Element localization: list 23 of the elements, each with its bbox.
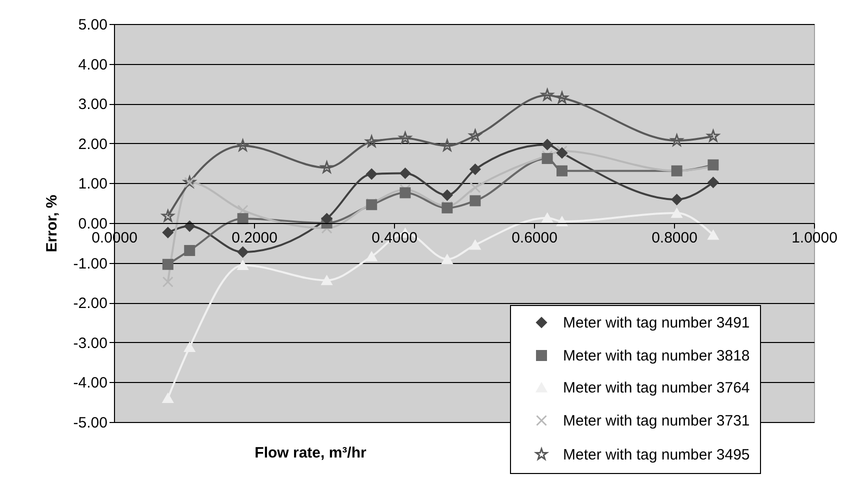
x-tick-label: 0.8000	[652, 230, 698, 246]
legend-label: Meter with tag number 3491	[563, 314, 750, 332]
y-tick-label: 3.00	[78, 96, 108, 114]
y-axis-title: Error, %	[43, 194, 60, 252]
y-tick-label: 0.00	[78, 216, 108, 232]
y-tick-label: 2.00	[78, 136, 108, 153]
y-tick-label: -3.00	[73, 334, 108, 352]
x-tick-label: 1.0000	[792, 230, 838, 246]
x-tick-label: 0.2000	[232, 230, 278, 246]
y-tick-label: 4.00	[78, 56, 108, 74]
legend-label: Meter with tag number 3731	[563, 412, 750, 430]
y-tick-label: -5.00	[73, 414, 108, 432]
y-tick-label: -2.00	[73, 295, 108, 312]
y-tick-label: -1.00	[73, 255, 108, 272]
legend-label: Meter with tag number 3764	[563, 380, 750, 396]
legend-label: Meter with tag number 3495	[563, 446, 750, 464]
x-tick-label: 0.6000	[512, 230, 558, 246]
legend-label: Meter with tag number 3818	[563, 348, 750, 364]
y-tick-label: 5.00	[78, 16, 108, 34]
x-tick-label: 0.4000	[372, 230, 418, 246]
y-tick-label: -4.00	[73, 374, 108, 392]
y-tick-label: 1.00	[78, 176, 108, 193]
x-axis-title: Flow rate, m³/hr	[254, 444, 366, 462]
